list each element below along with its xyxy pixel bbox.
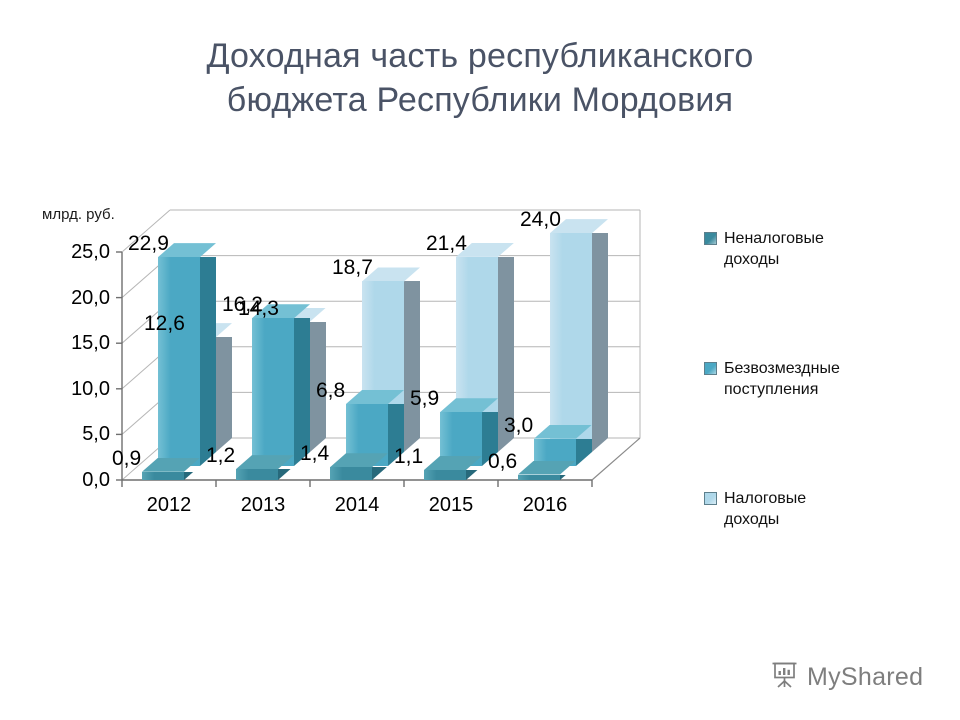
chart-bar [252, 304, 310, 466]
bar-side-face [576, 439, 592, 466]
bar-top-face [534, 424, 592, 439]
x-axis-tick-label: 2015 [428, 494, 474, 516]
bar-value-label: 24,0 [520, 208, 561, 232]
page-title: Доходная часть республиканского бюджета … [0, 34, 960, 122]
bar-side-face [216, 337, 232, 452]
bar-value-label: 14,3 [238, 296, 279, 320]
bar-side-face [200, 257, 216, 466]
bar-top-face [440, 398, 498, 413]
bar-side-face [294, 318, 310, 466]
bar-value-label: 21,4 [426, 231, 467, 255]
bar-top-face [456, 242, 514, 257]
bar-value-label: 6,8 [316, 378, 346, 402]
bar-front-face [424, 469, 466, 480]
bar-value-label: 5,9 [410, 387, 440, 411]
bar-top-face [330, 453, 388, 468]
myshared-watermark: MyShared [770, 660, 923, 695]
x-axis-tick-label: 2012 [146, 494, 192, 516]
y-axis-tick-label: 5,0 [82, 423, 110, 446]
bar-top-face [346, 389, 404, 404]
bar-front-face [236, 469, 278, 480]
bar-side-face [482, 412, 498, 466]
x-axis-tick-labels: 2012 2013 2014 2015 2016 [112, 480, 672, 520]
y-axis-tick-label: 0,0 [82, 469, 110, 491]
y-axis-tick-label: 25,0 [71, 241, 110, 263]
bar-side-face [372, 467, 388, 480]
page-title-line-2: бюджета Республики Мордовия [226, 81, 734, 119]
chart-bar [142, 457, 200, 480]
bar-chart: млрд. руб. 0,0 5,0 10,0 15,0 20,0 25,0 12,6 14… [0, 180, 700, 540]
legend-label-line-2: доходы [724, 251, 780, 268]
bar-side-face [498, 257, 514, 452]
bar-value-label: 3,0 [504, 413, 534, 437]
bar-front-face [518, 474, 560, 480]
bar-front-face [252, 318, 294, 466]
x-axis-tick-label: 2014 [334, 494, 380, 516]
x-axis-tick-label: 2013 [240, 494, 286, 516]
legend-item[interactable]: Неналоговые доходы [700, 228, 945, 270]
bar-value-label: 1,4 [300, 442, 330, 466]
bar-top-face [362, 267, 420, 282]
chart-bar [236, 455, 294, 480]
legend-color-swatch [704, 232, 717, 245]
bar-side-face [310, 322, 326, 452]
bar-value-label: 16,2 [222, 293, 263, 317]
bar-front-face [550, 233, 592, 452]
page-title-line-1: Доходная часть республиканского [206, 37, 754, 75]
legend-item[interactable]: Безвозмездные поступления [700, 358, 945, 400]
chart-bar [158, 243, 216, 466]
y-axis-tick-label: 10,0 [71, 377, 110, 400]
legend-label-line-1: Неналоговые [724, 230, 824, 247]
bar-value-label: 0,9 [112, 446, 142, 470]
legend-color-swatch [704, 492, 717, 505]
bar-front-face [330, 467, 372, 480]
bar-top-face [142, 457, 200, 472]
bar-front-face [158, 257, 200, 466]
legend-color-swatch [704, 362, 717, 375]
x-axis-tick-label: 2016 [522, 494, 568, 516]
presentation-easel-icon [770, 660, 800, 695]
bar-side-face [466, 470, 482, 480]
bar-top-face [252, 304, 310, 319]
bar-value-label: 1,1 [394, 444, 424, 468]
legend-label-line-1: Безвозмездные [724, 360, 840, 377]
legend-label-line-1: Налоговые [724, 490, 807, 507]
legend-label-line-2: доходы [724, 511, 780, 528]
bar-top-face [550, 219, 608, 234]
y-axis-tick-label: 15,0 [71, 332, 110, 355]
legend-item[interactable]: Налоговые доходы [700, 488, 945, 530]
legend-label-line-2: поступления [724, 381, 819, 398]
bar-side-face [184, 472, 200, 480]
chart-bars-layer: 12,6 14,3 18,7 21,4 24,0 22,9 16,2 6,8 5,9 3,0 0,9… [112, 180, 712, 540]
bar-top-face [424, 455, 482, 470]
bar-front-face [142, 471, 184, 480]
bar-value-label: 12,6 [144, 312, 185, 336]
bar-value-label: 1,2 [206, 444, 236, 468]
bar-value-label: 22,9 [128, 232, 169, 256]
bar-value-label: 0,6 [488, 449, 518, 473]
bar-side-face [278, 469, 294, 480]
y-axis-tick-label: 20,0 [71, 286, 110, 309]
bar-value-label: 18,7 [332, 256, 373, 280]
chart-bar [330, 453, 388, 480]
bar-side-face [388, 404, 404, 466]
watermark-text: MyShared [807, 663, 924, 691]
bar-top-face [158, 243, 216, 258]
bar-top-face [518, 460, 576, 475]
y-axis-unit-label: млрд. руб. [42, 206, 115, 223]
chart-bar [424, 455, 482, 480]
bar-top-face [236, 455, 294, 470]
chart-bar [550, 219, 608, 452]
bar-side-face [404, 281, 420, 452]
y-axis-tick-labels: 0,0 5,0 10,0 15,0 20,0 25,0 [28, 180, 110, 540]
bar-side-face [592, 233, 608, 452]
